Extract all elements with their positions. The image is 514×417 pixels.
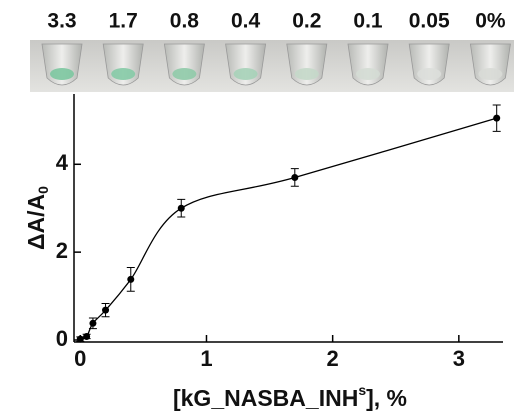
- tube-liquid: [478, 68, 503, 80]
- tube-liquid: [294, 68, 319, 80]
- tube-label: 0.1: [353, 10, 383, 33]
- tube-liquid: [172, 68, 197, 80]
- tube-label: 0.8: [170, 10, 200, 33]
- x-tick-label: 3: [453, 346, 465, 371]
- x-tick-label: 1: [200, 346, 212, 371]
- data-point: [127, 275, 135, 283]
- x-tick-label: 0: [74, 346, 86, 371]
- tube-liquid: [417, 68, 442, 80]
- y-tick-label: 4: [56, 150, 69, 175]
- data-point: [177, 204, 185, 212]
- data-point: [83, 332, 91, 340]
- tube-label: 0.2: [292, 10, 321, 33]
- tube-label: 0.05: [409, 10, 450, 33]
- data-point: [493, 114, 501, 122]
- x-axis-label: [kG_NASBA_INHs], %: [173, 382, 407, 411]
- data-point: [291, 173, 299, 181]
- tube-liquid: [111, 68, 136, 80]
- y-axis-label: ΔA/A0: [23, 186, 51, 250]
- y-tick-label: 2: [56, 238, 68, 263]
- y-label-sub: 0: [35, 186, 51, 194]
- x-label-sup: s: [358, 382, 366, 398]
- tube-liquid: [356, 68, 380, 80]
- tube-label: 0.4: [231, 10, 261, 33]
- tube-liquid: [50, 68, 74, 80]
- tube-label: 0%: [475, 10, 506, 33]
- data-point: [102, 306, 110, 314]
- y-tick-label: 0: [56, 326, 68, 351]
- tube-label: 1.7: [109, 10, 138, 33]
- curve: [80, 117, 497, 340]
- data-point: [89, 319, 97, 327]
- y-label-main: ΔA/A: [23, 194, 49, 250]
- tubes: [41, 43, 511, 86]
- tube-liquid: [233, 68, 258, 80]
- x-label-end: ], %: [366, 385, 407, 411]
- tube-label: 3.3: [47, 10, 76, 33]
- data-point: [76, 335, 84, 343]
- x-tick-label: 2: [327, 346, 339, 371]
- x-label-main: [kG_NASBA_INH: [173, 385, 358, 411]
